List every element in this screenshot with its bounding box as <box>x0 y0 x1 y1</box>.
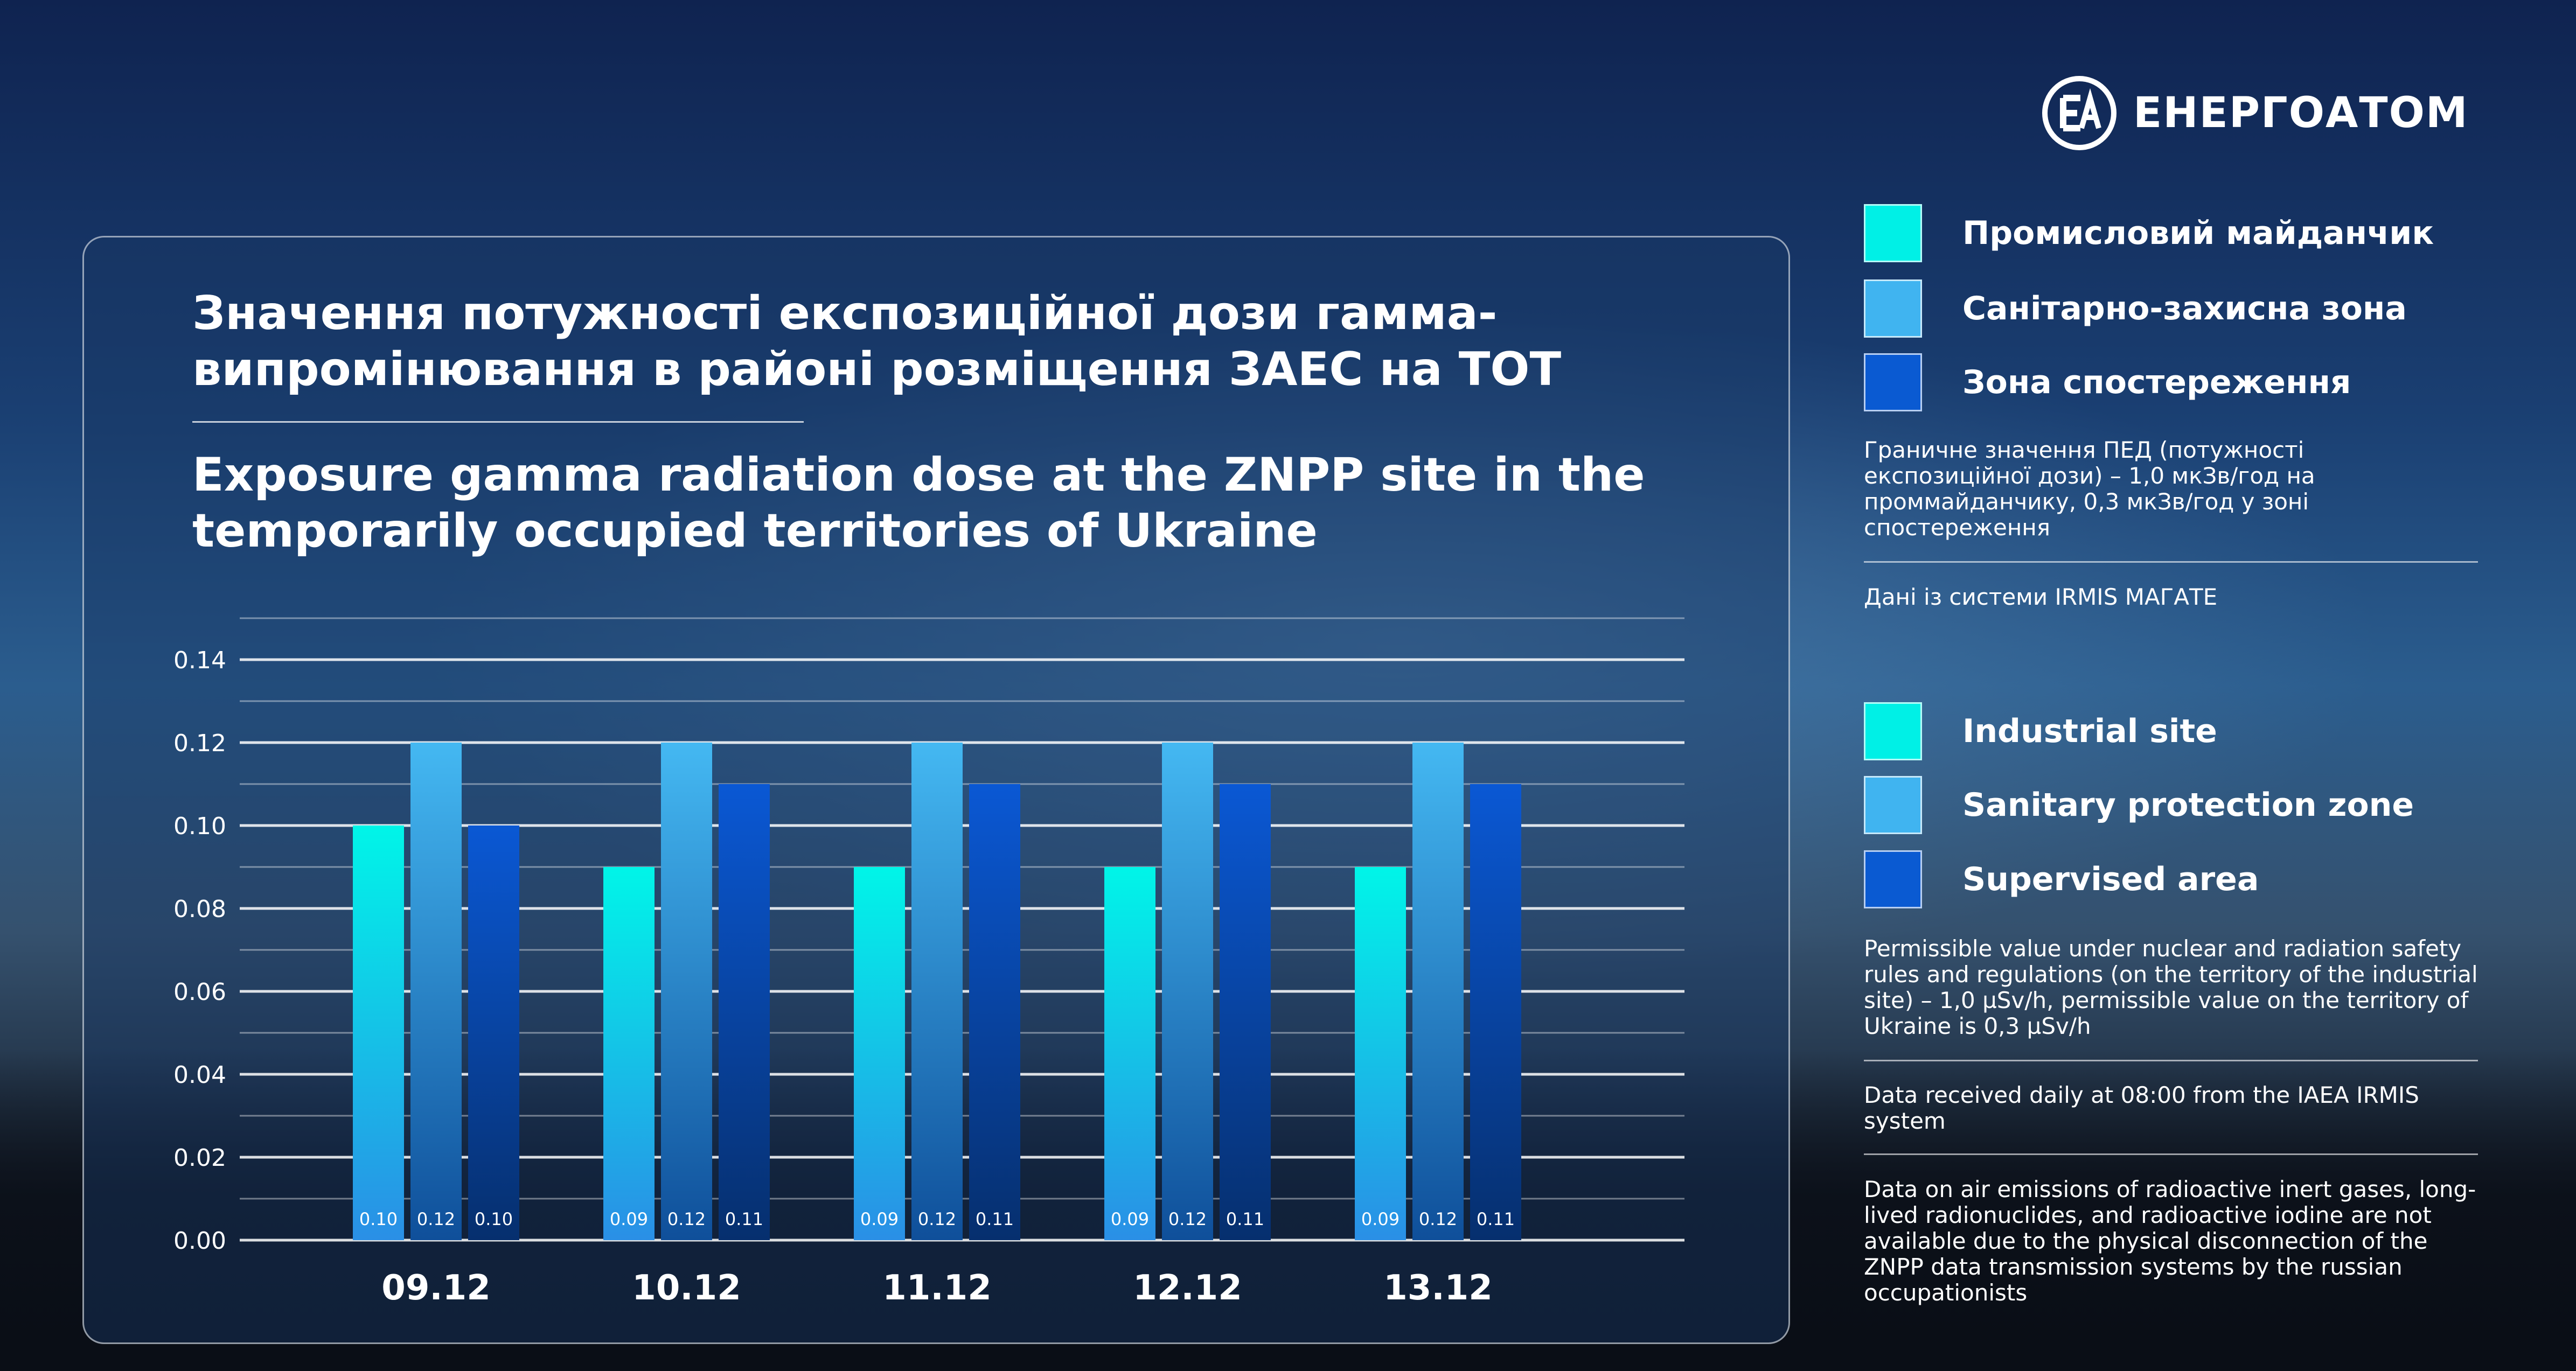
y-tick-label: 0.14 <box>173 647 226 674</box>
legend-swatch <box>1864 850 1922 908</box>
legend-swatch <box>1864 353 1922 411</box>
bar-12.12-series-1 <box>1104 867 1155 1240</box>
y-tick-label: 0.02 <box>173 1144 226 1172</box>
legend-item-sanitary-zone-uk: Санітарно-захисна зона <box>1864 279 2407 338</box>
y-tick-label: 0.00 <box>173 1227 226 1255</box>
y-tick-label: 0.08 <box>173 896 226 923</box>
brand-name: ЕНЕРГОАТОМ <box>2133 89 2469 137</box>
legend-swatch <box>1864 776 1922 834</box>
divider <box>1864 1060 2478 1061</box>
bar-value-label: 0.09 <box>1361 1209 1400 1229</box>
energoatom-logo-icon <box>2042 76 2117 150</box>
y-tick-label: 0.10 <box>173 813 226 840</box>
bar-11.12-series-3 <box>969 784 1020 1240</box>
legend-swatch <box>1864 702 1922 760</box>
legend-swatch <box>1864 204 1922 262</box>
bar-11.12-series-2 <box>911 743 963 1240</box>
bar-10.12-series-3 <box>719 784 770 1240</box>
bar-value-label: 0.10 <box>359 1209 398 1229</box>
legend-label: Industrial site <box>1962 712 2217 750</box>
bar-value-label: 0.09 <box>610 1209 648 1229</box>
bar-value-labels: 0.10 0.12 0.10 0.09 0.12 0.11 0.09 0.12 0.11 0.09… <box>359 1209 1515 1229</box>
x-category-label: 09.12 <box>381 1268 490 1308</box>
legend-label: Санітарно-захисна зона <box>1962 290 2407 327</box>
bar-13.12-series-2 <box>1412 743 1464 1240</box>
bar-value-label: 0.11 <box>725 1209 763 1229</box>
bar-value-label: 0.12 <box>667 1209 706 1229</box>
legend-label: Зона спостереження <box>1962 363 2351 401</box>
bar-10.12-series-1 <box>603 867 655 1240</box>
x-axis-category-labels: 09.12 10.12 11.12 12.12 13.12 <box>381 1268 1492 1308</box>
bar-09.12-series-2 <box>410 743 462 1240</box>
note-limit-ukrainian: Граничне значення ПЕД (потужності експоз… <box>1864 437 2315 541</box>
legend-item-supervised-area-uk: Зона спостереження <box>1864 353 2351 412</box>
divider <box>1864 1153 2478 1155</box>
bar-value-label: 0.11 <box>1477 1209 1515 1229</box>
chart-title-english: Exposure gamma radiation dose at the ZNP… <box>192 448 1645 558</box>
title-divider <box>192 421 804 423</box>
bar-11.12-series-1 <box>854 867 905 1240</box>
legend-item-industrial-site-en: Industrial site <box>1864 702 2217 761</box>
legend-item-industrial-site-uk: Промисловий майданчик <box>1864 204 2434 263</box>
bar-10.12-series-2 <box>661 743 712 1240</box>
note-emissions-english: Data on air emissions of radioactive ine… <box>1864 1176 2476 1306</box>
bar-13.12-series-3 <box>1470 784 1521 1240</box>
bar-value-label: 0.12 <box>417 1209 455 1229</box>
bar-value-label: 0.09 <box>1111 1209 1149 1229</box>
legend-item-supervised-area-en: Supervised area <box>1864 850 2259 909</box>
divider <box>1864 561 2478 563</box>
bar-13.12-series-1 <box>1355 867 1406 1240</box>
legend-label: Sanitary protection zone <box>1962 786 2414 824</box>
x-category-label: 13.12 <box>1383 1268 1492 1308</box>
bar-value-label: 0.11 <box>976 1209 1014 1229</box>
y-tick-label: 0.04 <box>173 1061 226 1089</box>
legend-label: Промисловий майданчик <box>1962 214 2434 252</box>
bars <box>353 743 1521 1240</box>
bar-value-label: 0.12 <box>918 1209 956 1229</box>
bar-12.12-series-3 <box>1220 784 1271 1240</box>
x-category-label: 10.12 <box>632 1268 741 1308</box>
legend-label: Supervised area <box>1962 861 2259 898</box>
bar-value-label: 0.12 <box>1419 1209 1457 1229</box>
bar-09.12-series-3 <box>468 826 519 1240</box>
note-source-english: Data received daily at 08:00 from the IA… <box>1864 1082 2419 1134</box>
y-tick-label: 0.06 <box>173 978 226 1006</box>
chart-title-ukrainian: Значення потужності експозиційної дози г… <box>192 286 1562 396</box>
bar-value-label: 0.09 <box>860 1209 899 1229</box>
bar-value-label: 0.10 <box>475 1209 513 1229</box>
bar-12.12-series-2 <box>1162 743 1213 1240</box>
x-category-label: 12.12 <box>1133 1268 1242 1308</box>
note-source-ukrainian: Дані із системи IRMIS МАГАТЕ <box>1864 584 2218 610</box>
legend-swatch <box>1864 279 1922 338</box>
note-limit-english: Permissible value under nuclear and radi… <box>1864 935 2478 1039</box>
x-category-label: 11.12 <box>882 1268 991 1308</box>
brand-logo: ЕНЕРГОАТОМ <box>2042 73 2469 153</box>
legend-item-sanitary-zone-en: Sanitary protection zone <box>1864 775 2414 835</box>
bar-value-label: 0.11 <box>1226 1209 1264 1229</box>
bar-value-label: 0.12 <box>1168 1209 1207 1229</box>
bar-09.12-series-1 <box>353 826 404 1240</box>
y-axis-tick-labels: 0.00 0.02 0.04 0.06 0.08 0.10 0.12 0.14 <box>173 647 226 1255</box>
y-tick-label: 0.12 <box>173 730 226 757</box>
